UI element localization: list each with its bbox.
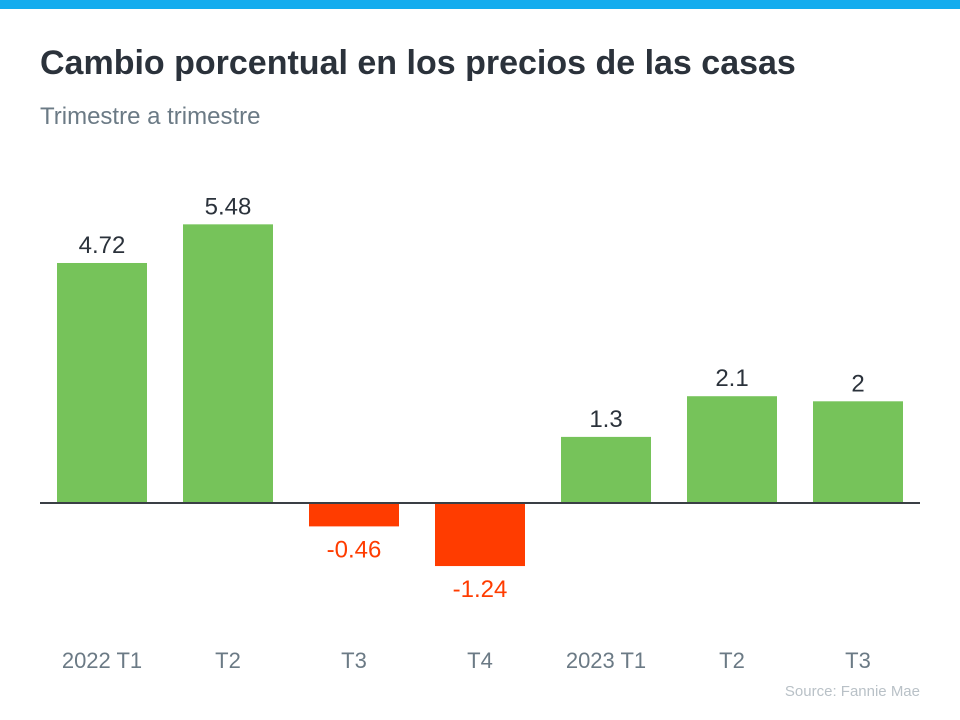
x-tick-label-4: 2023 T1 bbox=[566, 648, 646, 673]
bar-5 bbox=[687, 396, 777, 503]
x-tick-label-2: T3 bbox=[341, 648, 367, 673]
chart-subtitle: Trimestre a trimestre bbox=[40, 103, 261, 130]
data-label-5: 2.1 bbox=[715, 365, 748, 392]
data-label-6: 2 bbox=[851, 370, 864, 397]
bar-2 bbox=[309, 503, 399, 527]
chart-title: Cambio porcentual en los precios de las … bbox=[40, 44, 796, 82]
bar-3 bbox=[435, 503, 525, 567]
data-label-0: 4.72 bbox=[79, 232, 126, 259]
x-tick-label-1: T2 bbox=[215, 648, 241, 673]
bar-0 bbox=[57, 262, 147, 503]
x-tick-label-0: 2022 T1 bbox=[62, 648, 142, 673]
x-tick-label-5: T2 bbox=[719, 648, 745, 673]
data-label-1: 5.48 bbox=[205, 193, 252, 220]
data-label-2: -0.46 bbox=[327, 536, 382, 563]
data-label-3: -1.24 bbox=[453, 576, 508, 603]
x-tick-label-6: T3 bbox=[845, 648, 871, 673]
bar-6 bbox=[813, 401, 903, 503]
bar-4 bbox=[561, 436, 651, 503]
source-note: Source: Fannie Mae bbox=[784, 683, 920, 700]
bar-1 bbox=[183, 224, 273, 504]
top-accent-bar bbox=[0, 0, 960, 9]
x-tick-label-3: T4 bbox=[467, 648, 493, 673]
data-label-4: 1.3 bbox=[589, 406, 622, 433]
